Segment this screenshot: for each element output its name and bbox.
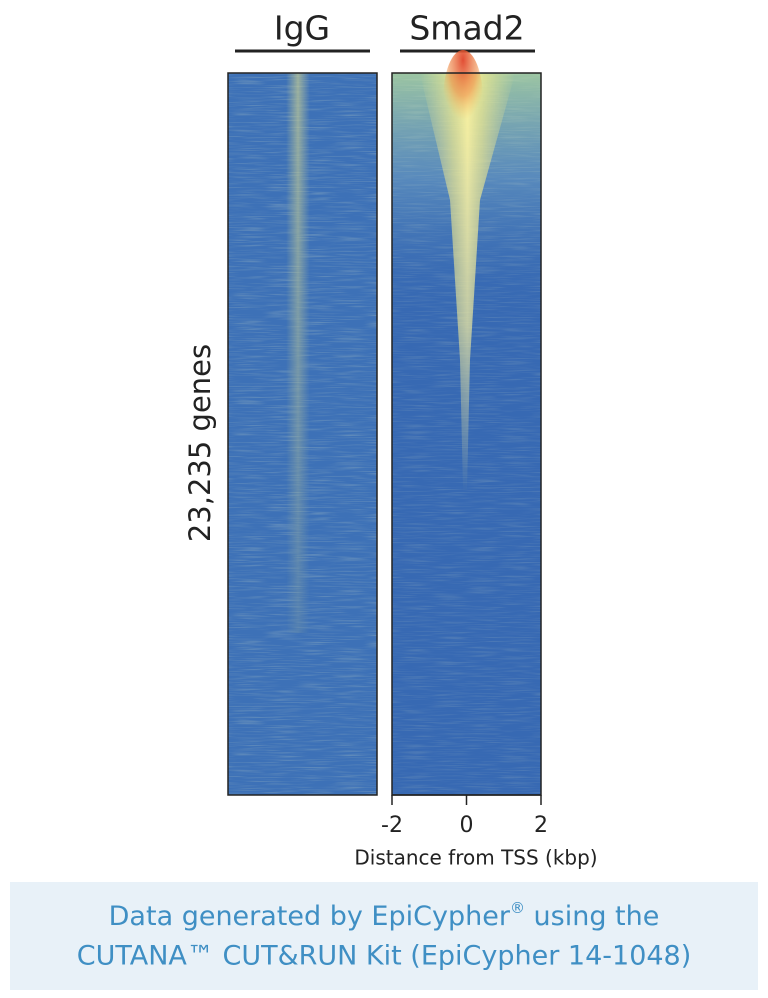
x-tick-label: 2 — [534, 813, 548, 838]
footer-text: Data generated by EpiCypher — [109, 901, 511, 932]
x-axis: -2 0 2 — [381, 794, 548, 838]
x-axis-label: Distance from TSS (kbp) — [354, 846, 597, 870]
panel-title: IgG — [274, 9, 330, 48]
heatmap-smad2 — [391, 50, 542, 796]
y-axis-label: 23,235 genes — [183, 344, 217, 542]
footer-line: CUTANA™ CUT&RUN Kit (EpiCypher 14-1048) — [77, 941, 692, 972]
footer-line: Data generated by EpiCypher® using the — [109, 899, 660, 932]
footer-text: using the — [525, 901, 659, 932]
x-tick-label: 0 — [460, 813, 474, 838]
panel-title: Smad2 — [409, 9, 524, 48]
footer-sup: ® — [510, 899, 525, 917]
footer-box — [10, 882, 758, 990]
x-tick-label: -2 — [381, 813, 403, 838]
heatmap-igg — [227, 72, 378, 796]
